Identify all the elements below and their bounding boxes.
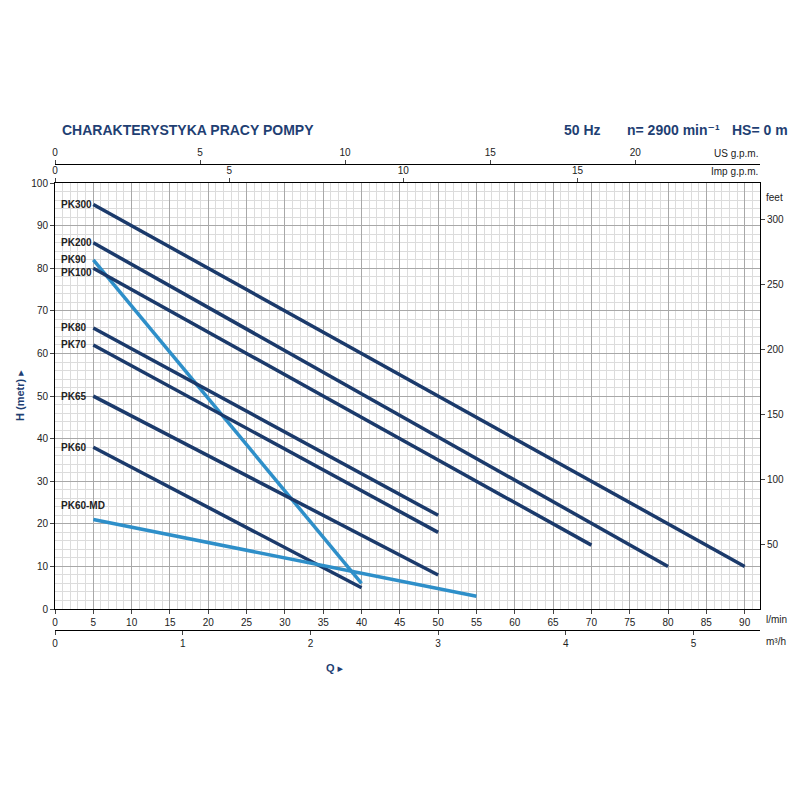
svg-text:0: 0	[42, 604, 48, 615]
svg-text:30: 30	[37, 476, 49, 487]
svg-text:0: 0	[52, 165, 58, 176]
svg-text:55: 55	[471, 617, 483, 628]
svg-text:35: 35	[318, 617, 330, 628]
svg-text:50 Hz: 50 Hz	[564, 122, 601, 138]
svg-text:15: 15	[164, 617, 176, 628]
svg-text:5: 5	[691, 638, 697, 649]
svg-text:80: 80	[662, 617, 674, 628]
svg-text:15: 15	[485, 147, 497, 158]
svg-text:40: 40	[37, 433, 49, 444]
svg-text:5: 5	[91, 617, 97, 628]
svg-text:90: 90	[37, 220, 49, 231]
svg-text:60: 60	[37, 348, 49, 359]
svg-text:300: 300	[767, 214, 784, 225]
svg-text:15: 15	[572, 165, 584, 176]
svg-text:PK65: PK65	[61, 391, 86, 402]
svg-text:H (metr) ▸: H (metr) ▸	[14, 370, 26, 421]
svg-text:100: 100	[31, 178, 48, 189]
svg-text:3: 3	[435, 638, 441, 649]
svg-text:0: 0	[52, 617, 58, 628]
svg-text:85: 85	[701, 617, 713, 628]
svg-text:10: 10	[340, 147, 352, 158]
svg-text:70: 70	[586, 617, 598, 628]
svg-text:10: 10	[37, 561, 49, 572]
svg-text:10: 10	[126, 617, 138, 628]
svg-text:65: 65	[548, 617, 560, 628]
svg-text:PK80: PK80	[61, 322, 86, 333]
svg-text:PK200: PK200	[61, 237, 92, 248]
svg-text:PK100: PK100	[61, 267, 92, 278]
svg-text:US g.p.m.: US g.p.m.	[714, 148, 758, 159]
svg-text:90: 90	[739, 617, 751, 628]
svg-text:5: 5	[226, 165, 232, 176]
svg-text:HS= 0 m: HS= 0 m	[732, 122, 788, 138]
svg-text:30: 30	[279, 617, 291, 628]
svg-text:100: 100	[767, 474, 784, 485]
svg-text:PK60: PK60	[61, 442, 86, 453]
svg-text:Imp g.p.m.: Imp g.p.m.	[711, 166, 758, 177]
svg-text:l/min: l/min	[766, 614, 787, 625]
svg-text:60: 60	[509, 617, 521, 628]
svg-text:25: 25	[241, 617, 253, 628]
svg-text:5: 5	[197, 147, 203, 158]
svg-text:1: 1	[180, 638, 186, 649]
svg-text:PK90: PK90	[61, 254, 86, 265]
svg-text:10: 10	[398, 165, 410, 176]
svg-text:50: 50	[433, 617, 445, 628]
svg-text:50: 50	[767, 539, 779, 550]
svg-text:45: 45	[394, 617, 406, 628]
svg-text:PK70: PK70	[61, 339, 86, 350]
svg-text:150: 150	[767, 409, 784, 420]
svg-text:4: 4	[563, 638, 569, 649]
svg-text:70: 70	[37, 305, 49, 316]
svg-text:PK60-MD: PK60-MD	[61, 500, 105, 511]
svg-text:250: 250	[767, 279, 784, 290]
svg-text:n= 2900 min⁻¹: n= 2900 min⁻¹	[627, 122, 720, 138]
svg-text:0: 0	[52, 147, 58, 158]
svg-text:m³/h: m³/h	[766, 636, 786, 647]
svg-text:2: 2	[308, 638, 314, 649]
svg-text:20: 20	[37, 518, 49, 529]
svg-text:PK300: PK300	[61, 199, 92, 210]
svg-text:75: 75	[624, 617, 636, 628]
svg-text:20: 20	[203, 617, 215, 628]
svg-text:50: 50	[37, 391, 49, 402]
svg-text:40: 40	[356, 617, 368, 628]
svg-text:feet: feet	[766, 192, 783, 203]
svg-text:Q ▸: Q ▸	[326, 662, 344, 674]
svg-text:CHARAKTERYSTYKA PRACY POMPY: CHARAKTERYSTYKA PRACY POMPY	[62, 122, 314, 138]
svg-text:0: 0	[52, 638, 58, 649]
svg-text:80: 80	[37, 263, 49, 274]
svg-text:200: 200	[767, 344, 784, 355]
svg-text:20: 20	[630, 147, 642, 158]
